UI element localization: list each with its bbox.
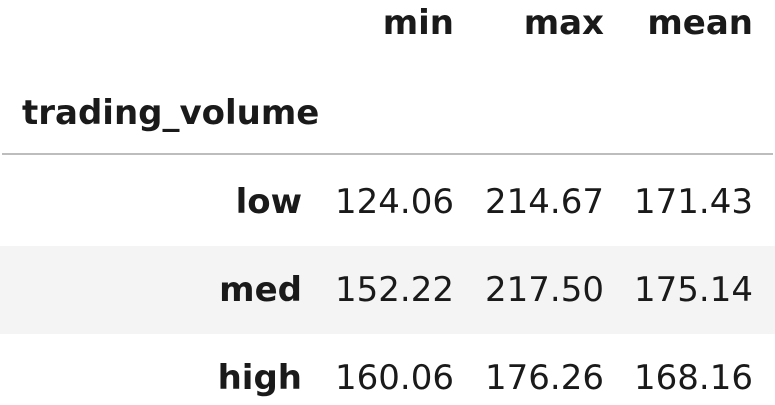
table-cell: 176.26 [485,358,604,398]
table-cell: 168.16 [634,358,753,398]
table-row [0,334,775,405]
table-cell: 175.14 [634,270,753,310]
row-label: med [219,270,302,310]
table-cell: 217.50 [485,270,604,310]
column-header-mean: mean [647,3,753,43]
column-header-min: min [382,3,454,43]
table-row [0,246,775,334]
column-header-max: max [523,3,604,43]
table-cell: 171.43 [634,182,753,222]
table-row [0,158,775,246]
row-label: high [217,358,302,398]
row-label: low [235,182,302,222]
table-cell: 124.06 [335,182,454,222]
table-cell: 152.22 [335,270,454,310]
table-cell: 214.67 [485,182,604,222]
table-cell: 160.06 [335,358,454,398]
index-name: trading_volume [22,93,320,133]
header-divider [2,153,773,155]
